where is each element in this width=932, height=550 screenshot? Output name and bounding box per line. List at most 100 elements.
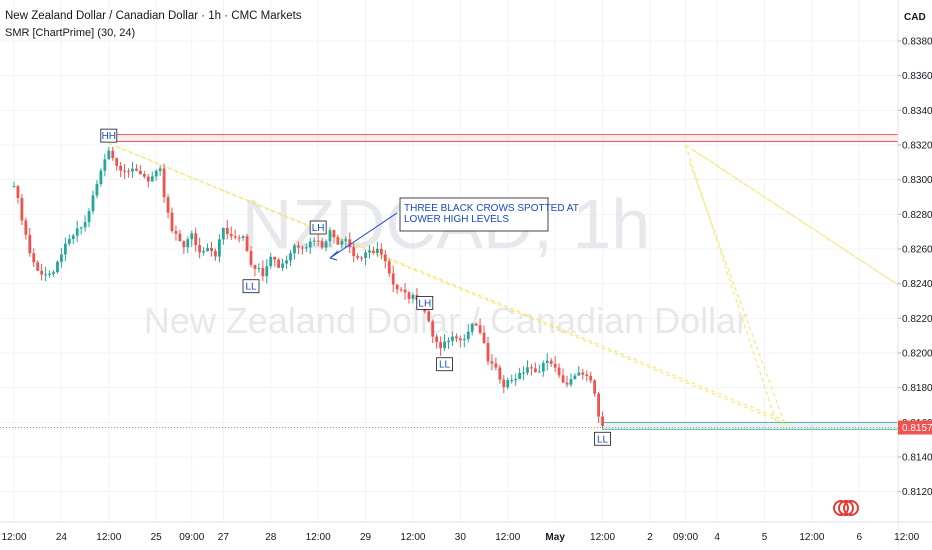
candle-down[interactable] <box>127 171 130 173</box>
price-axis[interactable] <box>898 0 932 550</box>
resistance-zone[interactable] <box>108 134 899 142</box>
candle-down[interactable] <box>597 393 600 417</box>
candle-down[interactable] <box>198 245 202 253</box>
candle-down[interactable] <box>214 251 217 257</box>
candle-down[interactable] <box>233 236 237 238</box>
candle-down[interactable] <box>534 368 537 373</box>
candle-up[interactable] <box>573 375 577 380</box>
candle-up[interactable] <box>526 367 529 373</box>
tradingview-logo-icon[interactable] <box>833 500 859 516</box>
candle-up[interactable] <box>221 227 225 240</box>
candle-down[interactable] <box>210 247 213 252</box>
trendline-2[interactable] <box>116 146 789 426</box>
current-price-badge[interactable] <box>898 420 932 435</box>
candle-down[interactable] <box>383 254 387 262</box>
candle-up[interactable] <box>190 233 194 240</box>
candle-down[interactable] <box>146 176 150 182</box>
candle-down[interactable] <box>565 382 569 385</box>
candle-down[interactable] <box>490 361 494 364</box>
annotation-arrow[interactable] <box>329 212 398 259</box>
candle-down[interactable] <box>601 416 604 426</box>
candle-up[interactable] <box>48 273 51 275</box>
candle-up[interactable] <box>131 168 134 172</box>
candle-down[interactable] <box>407 292 411 299</box>
symbol-title[interactable]: New Zealand Dollar / Canadian Dollar · 1… <box>5 10 302 22</box>
candle-down[interactable] <box>474 323 478 326</box>
candle-down[interactable] <box>387 261 391 274</box>
candle-down[interactable] <box>427 311 431 322</box>
candle-up[interactable] <box>447 340 450 342</box>
candle-down[interactable] <box>139 170 142 175</box>
candle-up[interactable] <box>206 247 209 252</box>
candle-down[interactable] <box>40 270 44 275</box>
candle-up[interactable] <box>265 266 269 277</box>
candle-down[interactable] <box>253 264 257 269</box>
candle-up[interactable] <box>304 247 308 249</box>
candle-up[interactable] <box>281 263 284 268</box>
candle-down[interactable] <box>111 150 115 159</box>
candle-down[interactable] <box>194 233 198 246</box>
candle-up[interactable] <box>91 195 95 212</box>
candle-down[interactable] <box>24 220 28 235</box>
candle-up[interactable] <box>60 254 63 262</box>
indicator-label[interactable]: SMR [ChartPrime] (30, 24) <box>5 27 136 39</box>
candle-down[interactable] <box>170 212 174 232</box>
candle-down[interactable] <box>360 257 363 259</box>
candle-up[interactable] <box>522 372 525 374</box>
candle-down[interactable] <box>431 321 435 337</box>
candle-down[interactable] <box>297 245 300 248</box>
candle-up[interactable] <box>103 159 107 171</box>
candle-up[interactable] <box>368 250 371 253</box>
candle-up[interactable] <box>71 235 75 239</box>
candle-up[interactable] <box>514 379 518 381</box>
candle-down[interactable] <box>502 379 506 388</box>
time-axis[interactable] <box>0 522 898 550</box>
candle-down[interactable] <box>581 372 585 375</box>
candle-down[interactable] <box>589 375 593 381</box>
candle-up[interactable] <box>324 241 328 248</box>
candle-down[interactable] <box>593 380 597 394</box>
candle-down[interactable] <box>478 325 482 333</box>
candle-up[interactable] <box>95 183 99 196</box>
candle-down[interactable] <box>391 273 395 285</box>
candle-up[interactable] <box>154 170 158 177</box>
candle-up[interactable] <box>289 253 292 261</box>
candle-down[interactable] <box>372 250 375 253</box>
candle-down[interactable] <box>498 367 502 380</box>
candle-up[interactable] <box>577 372 581 376</box>
candle-up[interactable] <box>257 267 261 269</box>
candle-up[interactable] <box>506 380 510 388</box>
candle-down[interactable] <box>336 237 340 245</box>
candle-up[interactable] <box>44 274 47 276</box>
candle-down[interactable] <box>174 231 178 234</box>
candle-up[interactable] <box>67 238 71 244</box>
candle-down[interactable] <box>20 197 24 221</box>
candle-down[interactable] <box>166 197 170 213</box>
support-zone[interactable] <box>602 421 899 430</box>
candle-up[interactable] <box>344 239 348 241</box>
candle-up[interactable] <box>107 150 111 160</box>
candle-up[interactable] <box>87 211 91 223</box>
candle-down[interactable] <box>135 168 138 171</box>
candle-down[interactable] <box>28 234 32 254</box>
candle-up[interactable] <box>376 248 379 253</box>
candle-up[interactable] <box>518 372 521 380</box>
candle-down[interactable] <box>352 247 356 257</box>
candle-down[interactable] <box>182 241 186 248</box>
candle-up[interactable] <box>52 272 55 274</box>
candle-down[interactable] <box>356 256 360 258</box>
candle-down[interactable] <box>395 284 399 290</box>
candle-down[interactable] <box>32 253 36 263</box>
candle-up[interactable] <box>56 261 59 273</box>
candle-down[interactable] <box>557 367 561 376</box>
annotation-box[interactable] <box>399 197 549 232</box>
candle-down[interactable] <box>455 336 458 339</box>
candle-down[interactable] <box>123 170 126 172</box>
candle-up[interactable] <box>241 236 245 238</box>
candle-down[interactable] <box>379 248 383 255</box>
candle-up[interactable] <box>537 371 541 373</box>
candle-down[interactable] <box>162 168 166 198</box>
candle-down[interactable] <box>439 342 442 349</box>
candle-down[interactable] <box>300 247 304 249</box>
